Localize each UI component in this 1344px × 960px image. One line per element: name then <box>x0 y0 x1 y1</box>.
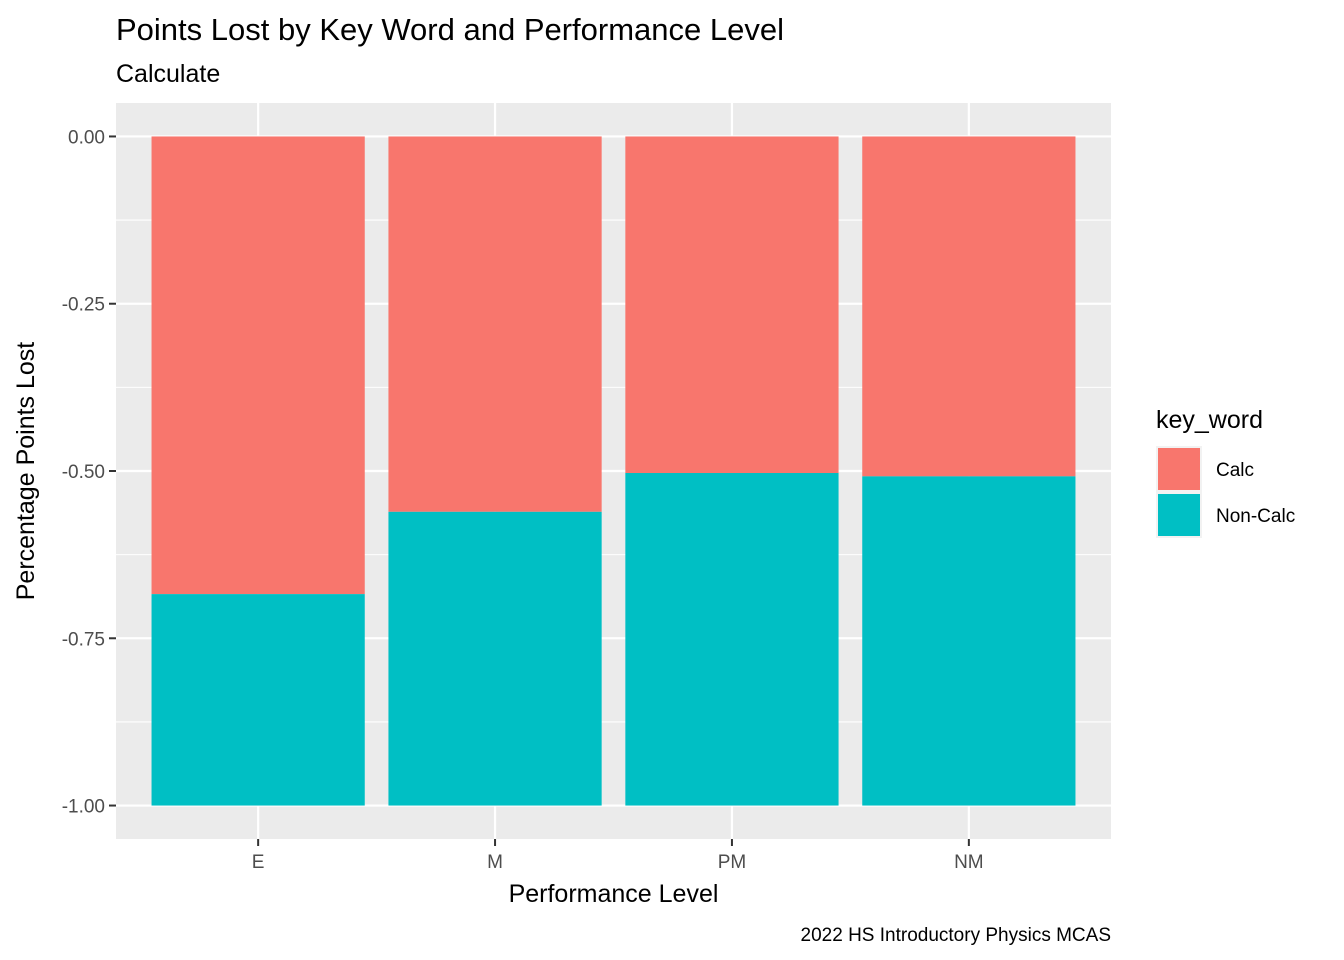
bars <box>151 136 1076 806</box>
bar-calc-nm <box>862 136 1076 477</box>
chart-caption: 2022 HS Introductory Physics MCAS <box>801 925 1111 946</box>
y-axis-title: Percentage Points Lost <box>12 342 40 601</box>
chart-title: Points Lost by Key Word and Performance … <box>116 12 784 47</box>
legend-swatch <box>1158 448 1200 490</box>
legend-title: key_word <box>1156 406 1263 434</box>
bar-non-calc-m <box>388 511 602 806</box>
legend-label: Calc <box>1216 460 1254 481</box>
y-axis: 0.00 -0.25 -0.50 -0.75 -1.00 <box>62 127 116 818</box>
legend-label: Non-Calc <box>1216 506 1295 527</box>
legend: key_word Calc Non-Calc <box>1156 406 1295 538</box>
x-tick-label: PM <box>718 852 747 873</box>
y-tick-label: -0.75 <box>62 629 105 650</box>
x-tick-label: M <box>487 852 503 873</box>
x-tick-label: NM <box>954 852 984 873</box>
legend-swatch <box>1158 494 1200 536</box>
y-tick-label: -1.00 <box>62 797 105 818</box>
x-tick-label: E <box>252 852 265 873</box>
y-tick-label: -0.25 <box>62 295 105 316</box>
bar-non-calc-e <box>151 594 365 806</box>
y-tick-label: -0.50 <box>62 462 105 483</box>
bar-calc-m <box>388 136 602 512</box>
bar-non-calc-nm <box>862 476 1076 806</box>
bar-non-calc-pm <box>625 473 839 806</box>
y-tick-label: 0.00 <box>68 127 105 148</box>
bar-calc-e <box>151 136 365 595</box>
x-axis-title: Performance Level <box>509 880 719 908</box>
chart-subtitle: Calculate <box>116 60 220 88</box>
bar-calc-pm <box>625 136 839 474</box>
x-axis: E M PM NM <box>252 839 984 873</box>
